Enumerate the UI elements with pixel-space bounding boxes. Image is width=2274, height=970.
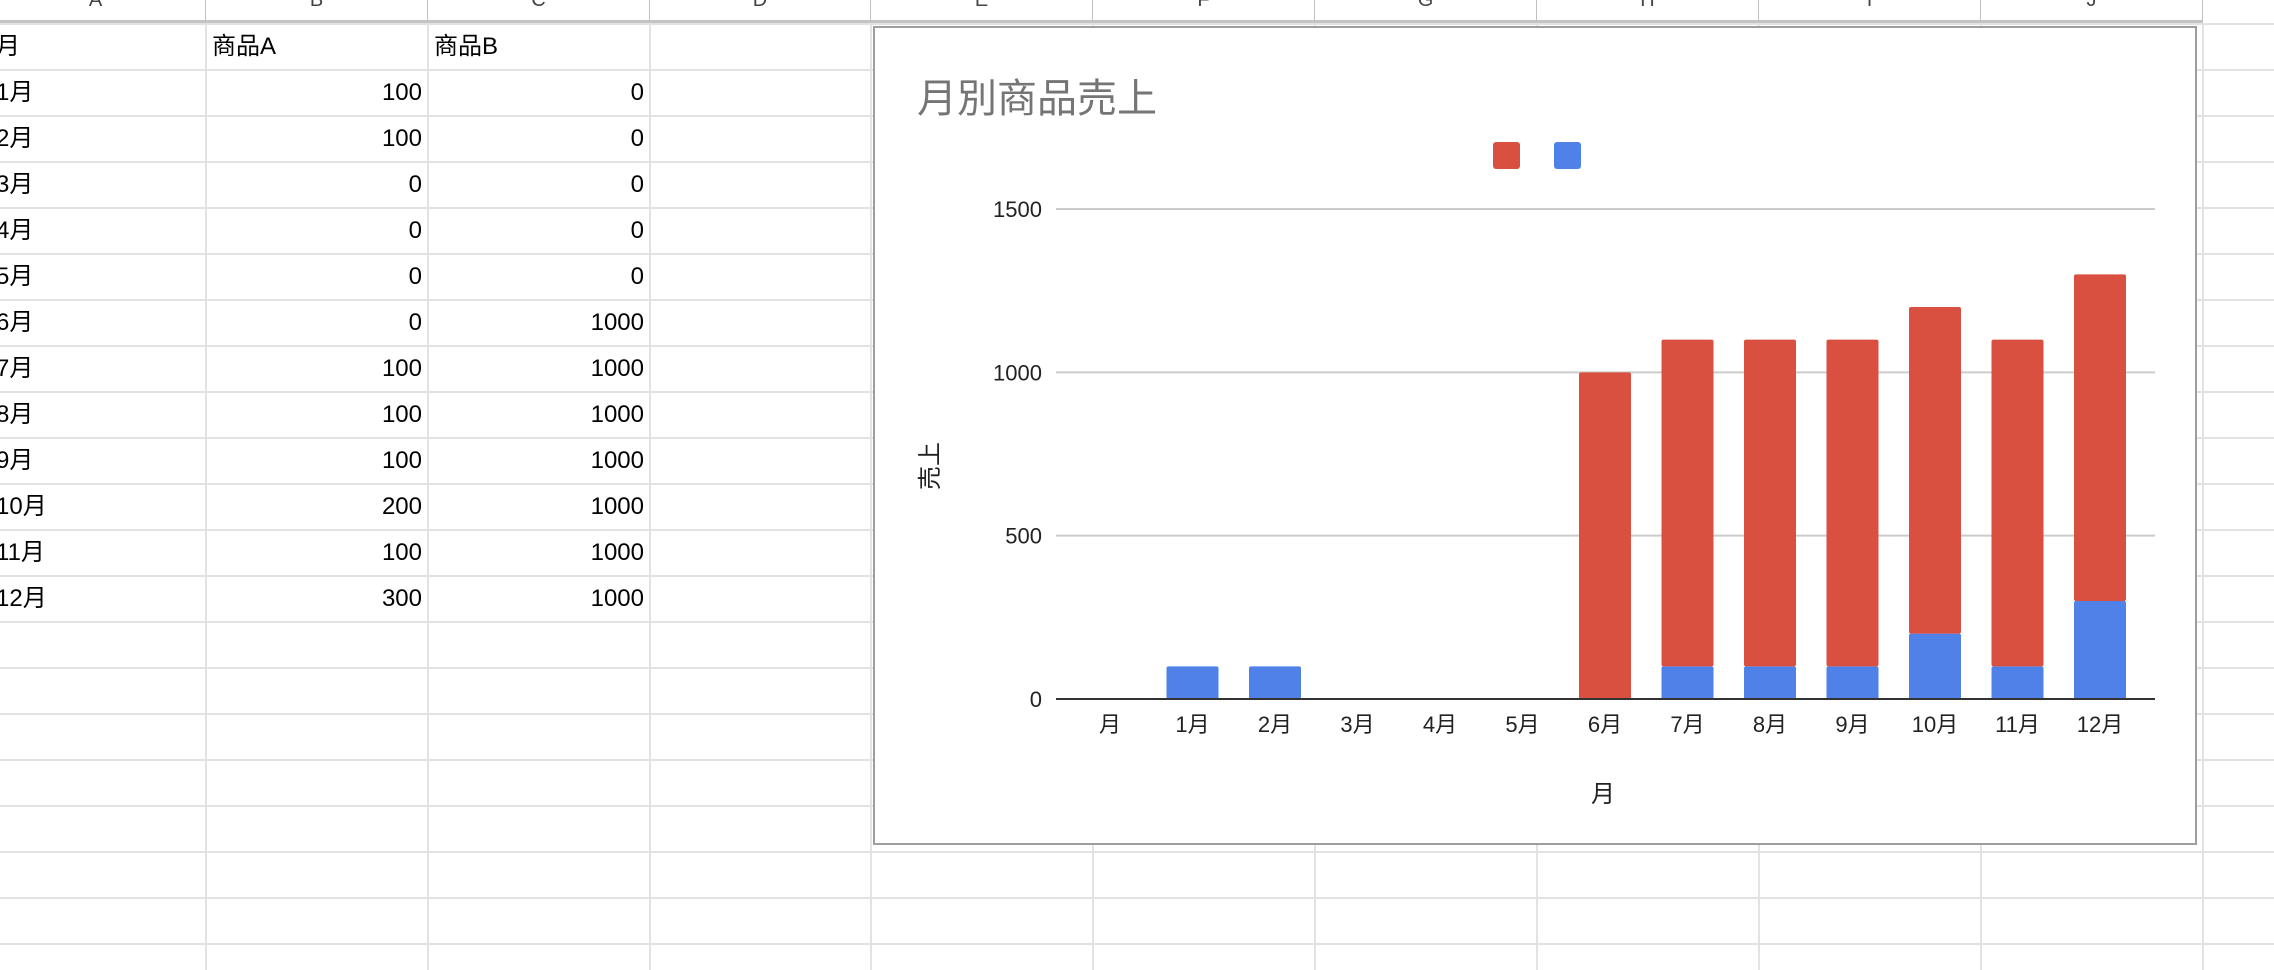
row-divider [0, 23, 2274, 25]
bar-series1-7 [1661, 666, 1714, 699]
column-header-c[interactable]: C [428, 0, 650, 23]
column-divider [205, 23, 207, 970]
x-tick-label: 12月 [2077, 712, 2123, 737]
column-header-b[interactable]: B [206, 0, 428, 23]
x-tick-label: 1月 [1175, 712, 1209, 737]
bar-series2-10 [1909, 307, 1961, 634]
bar-series2-12 [2074, 274, 2126, 601]
chart[interactable]: 月別商品売上 0 500 1000 1500 月 1月 2月 3月 4月 5月 6月 7月 8月 9月 10… [873, 26, 2197, 845]
cell-a6[interactable]: 5月 [0, 263, 34, 290]
x-tick-label: 6月 [1588, 712, 1622, 737]
bar-series1-8 [1744, 666, 1796, 699]
column-header-i[interactable]: I [1759, 0, 1981, 23]
cell-b10[interactable]: 100 [381, 447, 422, 474]
x-tick-label: 7月 [1670, 712, 1704, 737]
column-header-h[interactable]: H [1537, 0, 1759, 23]
row-divider [0, 943, 2274, 945]
column-header-d[interactable]: D [650, 0, 871, 23]
cell-a5[interactable]: 4月 [0, 217, 34, 244]
cell-c8[interactable]: 1000 [590, 355, 644, 382]
chart-title: 月別商品売上 [917, 77, 1157, 121]
cell-b3[interactable]: 100 [381, 125, 422, 152]
bar-series2-9 [1826, 339, 1879, 667]
cell-b13[interactable]: 300 [381, 585, 422, 612]
cell-c5[interactable]: 0 [630, 217, 644, 244]
cell-b8[interactable]: 100 [381, 355, 422, 382]
cell-b12[interactable]: 100 [381, 539, 422, 566]
bar-series1-2 [1249, 666, 1301, 699]
x-tick-label: 9月 [1835, 712, 1869, 737]
x-tick-label: 5月 [1505, 712, 1539, 737]
cell-a13[interactable]: 12月 [0, 585, 47, 612]
x-tick-label: 3月 [1340, 712, 1374, 737]
cell-a8[interactable]: 7月 [0, 355, 34, 382]
column-divider [427, 23, 429, 970]
column-header-e[interactable]: E [871, 0, 1093, 23]
cell-a9[interactable]: 8月 [0, 401, 34, 428]
x-axis-title: 月 [1591, 781, 1615, 808]
y-tick-label: 1000 [993, 360, 1042, 385]
cell-a11[interactable]: 10月 [0, 493, 47, 520]
cell-c3[interactable]: 0 [630, 125, 644, 152]
cell-a7[interactable]: 6月 [0, 309, 34, 336]
cell-a4[interactable]: 3月 [0, 171, 34, 198]
x-tick-label: 月 [1099, 712, 1121, 737]
y-tick-label: 500 [1005, 524, 1042, 549]
cell-b11[interactable]: 200 [381, 493, 422, 520]
x-tick-label: 11月 [1995, 712, 2040, 737]
legend-swatch-2 [1554, 142, 1581, 169]
cell-a2[interactable]: 1月 [0, 79, 34, 106]
x-tick-label: 4月 [1423, 712, 1457, 737]
column-header-a[interactable]: A [0, 0, 206, 23]
bar-series1-11 [1991, 666, 2044, 699]
bar-series2-6 [1579, 372, 1631, 699]
cell-b2[interactable]: 100 [381, 79, 422, 106]
bar-series2-7 [1661, 339, 1714, 667]
cell-b4[interactable]: 0 [408, 171, 422, 198]
cell-b5[interactable]: 0 [408, 217, 422, 244]
cell-c4[interactable]: 0 [630, 171, 644, 198]
cell-b6[interactable]: 0 [408, 263, 422, 290]
column-divider [870, 23, 872, 970]
x-tick-label: 8月 [1753, 712, 1787, 737]
cell-a10[interactable]: 9月 [0, 447, 34, 474]
row-divider [0, 851, 2274, 853]
row-divider [0, 897, 2274, 899]
bar-series2-8 [1744, 339, 1796, 667]
column-header-g[interactable]: G [1315, 0, 1537, 23]
cell-a12[interactable]: 11月 [0, 539, 45, 566]
cell-b9[interactable]: 100 [381, 401, 422, 428]
cell-c7[interactable]: 1000 [590, 309, 644, 336]
cell-c10[interactable]: 1000 [590, 447, 644, 474]
cell-b7[interactable]: 0 [408, 309, 422, 336]
chart-plot: 0 500 1000 1500 月 1月 2月 3月 4月 5月 6月 7月 8月 9月 10月 11月 12月… [917, 142, 2155, 808]
bar-series1-9 [1826, 666, 1879, 699]
cell-c11[interactable]: 1000 [590, 493, 644, 520]
x-tick-label: 2月 [1258, 712, 1292, 737]
y-axis-title: 売上 [917, 442, 944, 490]
cell-c13[interactable]: 1000 [590, 585, 644, 612]
cell-c1[interactable]: 商品B [434, 33, 499, 60]
y-tick-label: 0 [1030, 687, 1042, 712]
column-divider [649, 23, 651, 970]
cell-a3[interactable]: 2月 [0, 125, 34, 152]
cell-c2[interactable]: 0 [630, 79, 644, 106]
legend-swatch-1 [1493, 142, 1520, 169]
column-header-f[interactable]: F [1093, 0, 1315, 23]
bar-series1-12 [2074, 601, 2126, 699]
bar-series1-1 [1166, 666, 1219, 699]
cell-b1[interactable]: 商品A [212, 33, 277, 60]
cell-c6[interactable]: 0 [630, 263, 644, 290]
bar-series2-11 [1991, 339, 2044, 667]
bar-series1-10 [1909, 633, 1961, 699]
cell-c12[interactable]: 1000 [590, 539, 644, 566]
column-header-j[interactable]: J [1981, 0, 2203, 23]
cell-a1[interactable]: 月 [0, 33, 20, 60]
cell-c9[interactable]: 1000 [590, 401, 644, 428]
column-divider [2202, 23, 2204, 970]
x-tick-label: 10月 [1912, 712, 1958, 737]
y-tick-label: 1500 [993, 197, 1042, 222]
